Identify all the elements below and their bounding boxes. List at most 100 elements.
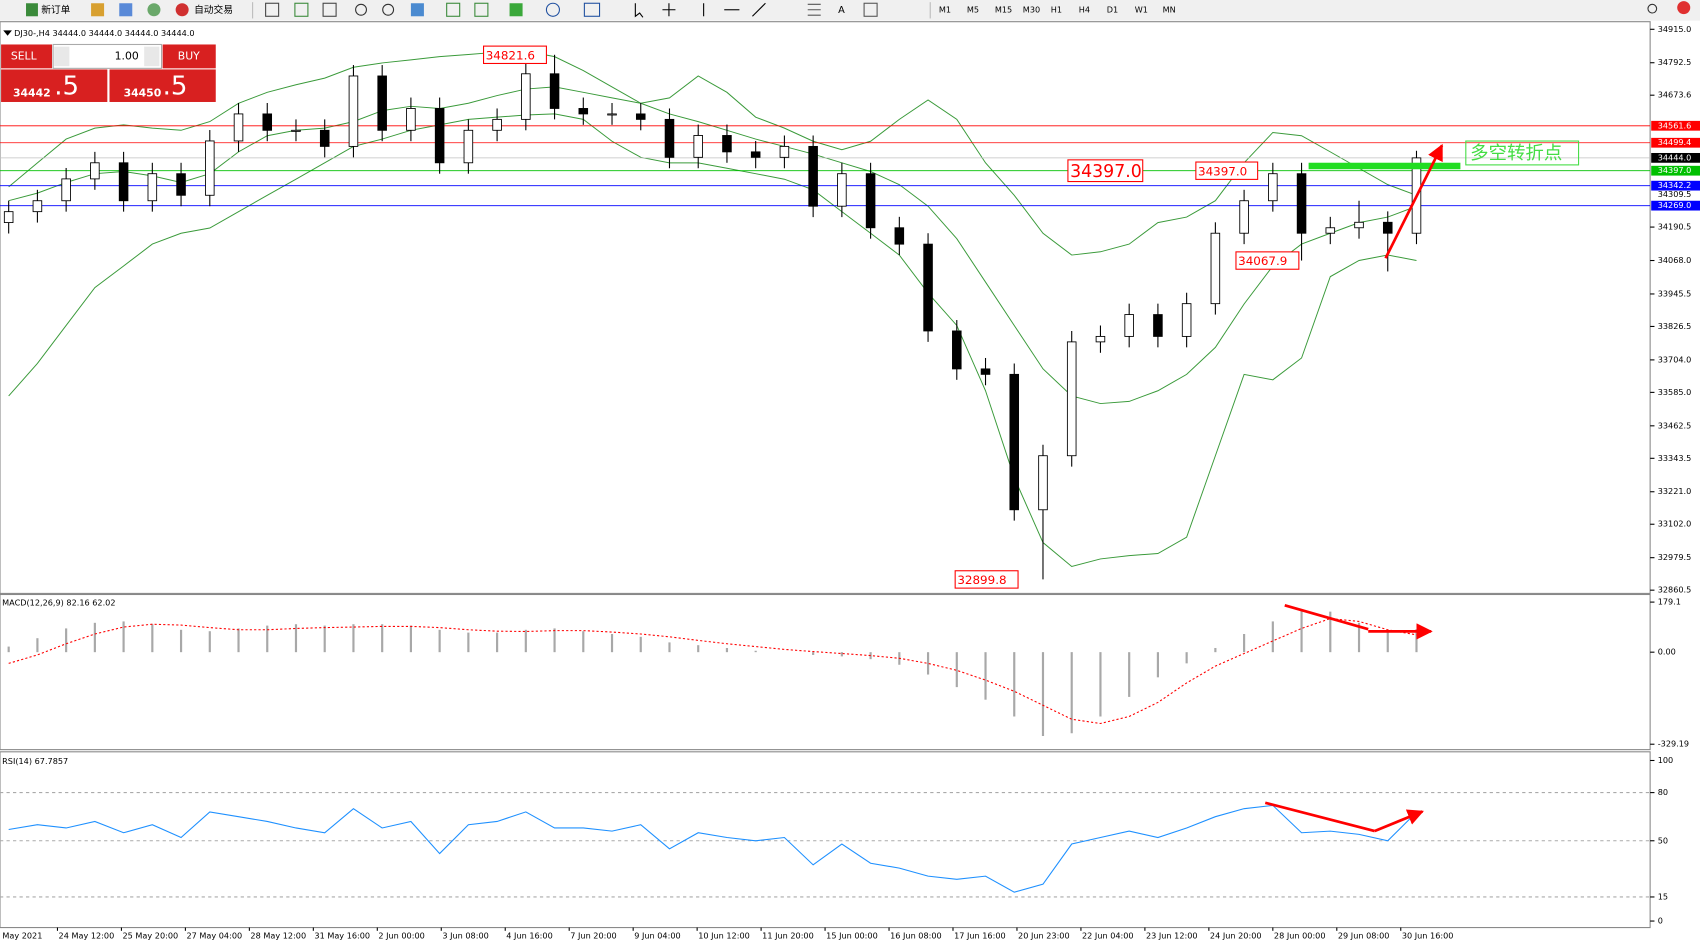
- timeframe-button[interactable]: M30: [1023, 4, 1040, 14]
- x-tick-label: 7 Jun 20:00: [570, 931, 616, 941]
- candle-body: [1009, 373, 1020, 511]
- y-tick-label: 179.1: [1658, 597, 1681, 607]
- icon[interactable]: [382, 3, 395, 16]
- icon[interactable]: [294, 2, 309, 17]
- x-tick-label: 28 Jun 00:00: [1274, 931, 1326, 941]
- sell-price-box[interactable]: [1, 69, 108, 102]
- icon[interactable]: [175, 3, 189, 17]
- y-tick-label: 32979.5: [1658, 552, 1692, 562]
- x-tick-label: 29 Jun 08:00: [1338, 931, 1390, 941]
- sell-label[interactable]: SELL: [11, 49, 37, 62]
- candle-body: [837, 173, 847, 207]
- y-tick-label: 34915.0: [1658, 24, 1692, 34]
- buy-button[interactable]: [162, 44, 216, 69]
- icon[interactable]: [446, 2, 461, 17]
- icon[interactable]: [410, 3, 424, 17]
- y-tick-label: 0.00: [1658, 647, 1676, 657]
- timeframe-button[interactable]: D1: [1107, 4, 1118, 14]
- timeframe-button[interactable]: H4: [1079, 4, 1090, 14]
- icon[interactable]: [583, 2, 601, 17]
- icon[interactable]: [863, 2, 878, 17]
- candle-body: [291, 129, 301, 132]
- icon[interactable]: [91, 3, 105, 17]
- icon[interactable]: [147, 3, 161, 17]
- x-tick-label: 2 Jun 00:00: [378, 931, 424, 941]
- x-tick-label: 17 Jun 16:00: [954, 931, 1006, 941]
- price-level-box: [1651, 200, 1700, 211]
- candle-body: [1325, 227, 1336, 234]
- y-tick-label: -329.19: [1658, 739, 1689, 749]
- y-tick-label: 33826.5: [1658, 321, 1692, 331]
- lot-down[interactable]: [54, 46, 70, 67]
- candle-body: [693, 135, 703, 158]
- icon[interactable]: [474, 2, 489, 17]
- main-chart: 34915.0 34792.5 34673.6 34190.5 34068.0 33945…: [0, 24, 1700, 941]
- sell-fraction[interactable]: .5: [54, 71, 79, 101]
- price-level-label: 34561.6: [1658, 120, 1692, 130]
- icon[interactable]: A: [838, 5, 845, 16]
- candle-body: [118, 162, 129, 202]
- x-tick-label: 16 Jun 08:00: [890, 931, 942, 941]
- candle-body: [865, 173, 876, 229]
- lot-input[interactable]: [52, 43, 163, 69]
- search-icon[interactable]: [1647, 3, 1658, 14]
- icon[interactable]: [119, 3, 133, 17]
- y-tick-label: 33343.5: [1658, 453, 1692, 463]
- price-level-box: [1651, 180, 1700, 191]
- candle-body: [492, 118, 502, 131]
- candle-body: [348, 75, 359, 147]
- timeframe-button[interactable]: H1: [1051, 4, 1062, 14]
- lot-value[interactable]: 1.00: [115, 49, 139, 62]
- timeframe-button[interactable]: M5: [967, 4, 979, 14]
- sell-price[interactable]: 34442: [13, 86, 51, 99]
- icon[interactable]: [662, 3, 676, 17]
- candle-body: [549, 73, 560, 109]
- icon[interactable]: [26, 3, 38, 17]
- x-tick-label: 22 Jun 04:00: [1082, 931, 1134, 941]
- candle-body: [61, 178, 71, 202]
- y-tick-label: 50: [1658, 835, 1668, 845]
- lot-up[interactable]: [144, 46, 160, 67]
- x-tick-label: 11 Jun 20:00: [762, 931, 814, 941]
- icon[interactable]: [634, 3, 644, 18]
- icon[interactable]: [322, 2, 337, 17]
- annotation-box: [954, 570, 1019, 589]
- candle-body: [205, 140, 215, 196]
- buy-price[interactable]: 34450: [124, 86, 162, 99]
- price-level-label: 34444.0: [1658, 152, 1692, 162]
- candle-body: [635, 113, 646, 120]
- x-tick-label: 9 Jun 04:00: [634, 931, 680, 941]
- candle-body: [32, 200, 43, 213]
- toolbar-button[interactable]: 新订单: [41, 3, 70, 16]
- x-tick-label: 10 Jun 12:00: [698, 931, 750, 941]
- collapse-icon[interactable]: [3, 30, 12, 36]
- icon[interactable]: [807, 3, 821, 16]
- icon[interactable]: [509, 3, 523, 17]
- timeframe-button[interactable]: W1: [1135, 4, 1148, 14]
- notification-icon[interactable]: [1677, 1, 1691, 15]
- candle-body: [1153, 314, 1163, 337]
- toolbar-icons: A 新订单 自动交易 M1 M5 M15 M30 H1 H4 D1 W1 MN: [26, 1, 1691, 19]
- icon[interactable]: [355, 3, 367, 16]
- price-level-box: [1651, 137, 1700, 148]
- buy-price-box[interactable]: [109, 69, 216, 102]
- timeframe-button[interactable]: M15: [995, 4, 1012, 14]
- toolbar-button[interactable]: 自动交易: [194, 3, 233, 16]
- icon[interactable]: [752, 2, 766, 17]
- price-level-box: [1651, 120, 1700, 131]
- rsi-line: [8, 804, 1417, 893]
- sell-button[interactable]: [1, 44, 53, 69]
- icon[interactable]: [545, 2, 560, 17]
- x-tick-label: 24 May 12:00: [59, 931, 115, 941]
- icon[interactable]: [265, 2, 280, 17]
- y-tick-label: 32860.5: [1658, 585, 1692, 595]
- candle-body: [1095, 335, 1106, 343]
- x-tick-label: 28 May 12:00: [250, 931, 306, 941]
- x-tick-label: 30 Jun 16:00: [1402, 931, 1454, 941]
- y-tick-label: 34068.0: [1658, 255, 1692, 265]
- timeframe-button[interactable]: M1: [939, 4, 951, 14]
- buy-fraction[interactable]: .5: [163, 71, 188, 101]
- timeframe-button[interactable]: MN: [1163, 4, 1176, 14]
- price-level-label: 34342.2: [1658, 180, 1692, 190]
- buy-label[interactable]: BUY: [178, 49, 200, 62]
